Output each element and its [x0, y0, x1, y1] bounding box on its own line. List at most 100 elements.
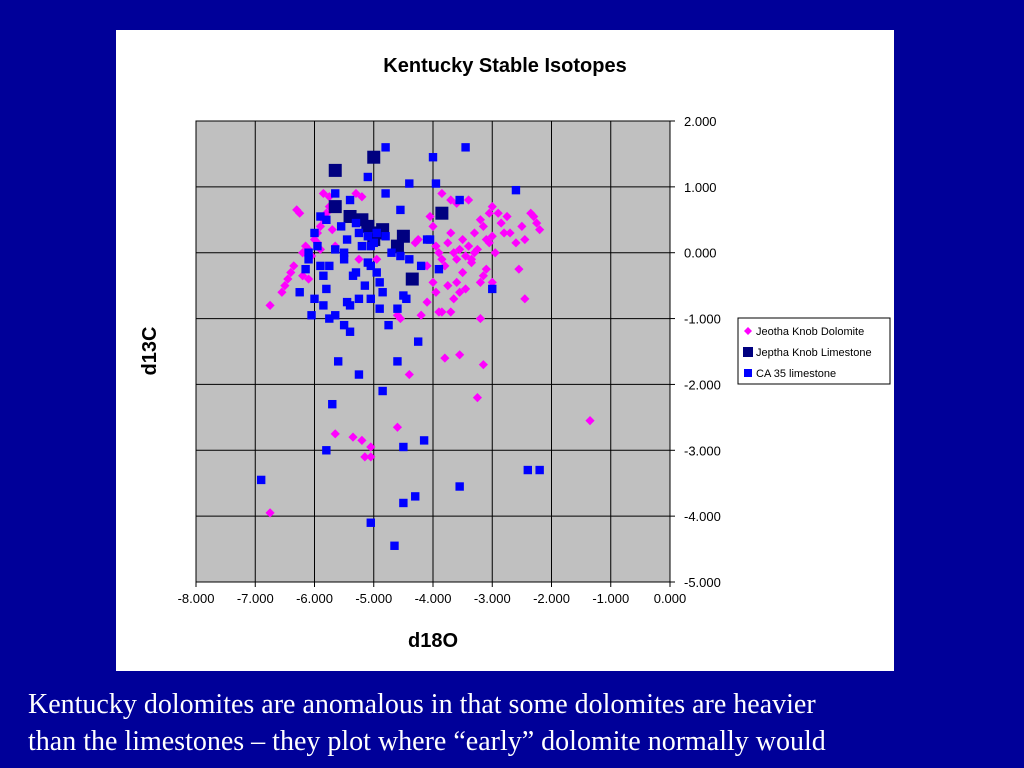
- jeptha-knob-limestone-point: [361, 219, 375, 233]
- jeotha-knob-dolomite-point: [428, 221, 438, 231]
- plot-layer: -8.000 -7.000 -6.000 -5.000 -4.000 -3.000 -2.0…: [178, 114, 721, 606]
- jeotha-knob-dolomite-point: [295, 208, 305, 218]
- ca-35-limestone-point: [345, 195, 355, 205]
- ca-35-limestone-point: [366, 294, 375, 304]
- ca-35-limestone-point: [384, 320, 393, 330]
- ca-35-limestone-point: [342, 235, 352, 244]
- y-tick-label: -1.000: [684, 312, 721, 327]
- ca-35-limestone-point: [354, 370, 364, 379]
- jeotha-knob-dolomite-point: [265, 508, 275, 518]
- ca-35-limestone-point: [372, 268, 381, 277]
- ca-35-limestone-point: [351, 268, 361, 277]
- y-tick-label: -3.000: [684, 443, 721, 458]
- jeotha-knob-dolomite-point: [585, 416, 595, 426]
- jeotha-knob-dolomite-point: [458, 234, 468, 245]
- jeotha-knob-dolomite-point: [455, 244, 465, 255]
- jeotha-knob-dolomite-point: [499, 228, 509, 238]
- ca-35-limestone-point: [345, 327, 355, 336]
- jeotha-knob-dolomite-point: [520, 294, 530, 304]
- jeotha-knob-dolomite-point: [446, 228, 456, 238]
- jeotha-knob-dolomite-point: [460, 251, 471, 261]
- ca-35-limestone-point: [339, 320, 349, 330]
- ca-35-limestone-point: [310, 228, 319, 238]
- ca-35-limestone-point: [322, 446, 331, 455]
- jeotha-knob-dolomite-point: [437, 307, 447, 317]
- legend-marker: [743, 347, 753, 357]
- ca-35-limestone-point: [313, 241, 322, 251]
- ca-35-limestone-point: [372, 228, 381, 238]
- ca-35-limestone-point: [419, 436, 429, 445]
- jeotha-knob-dolomite-point: [487, 231, 497, 241]
- jeotha-knob-dolomite-point: [520, 234, 530, 245]
- scatter-chart: -8.000 -7.000 -6.000 -5.000 -4.000 -3.000 -2.0…: [139, 55, 891, 652]
- caption-line-2: than the limestones – they plot where “e…: [28, 726, 826, 757]
- ca-35-limestone-point: [304, 255, 313, 264]
- y-tick-label: 1.000: [684, 180, 717, 195]
- jeotha-knob-dolomite-point: [301, 241, 311, 251]
- ca-35-limestone-point: [399, 498, 408, 508]
- chart-panel: -8.000 -7.000 -6.000 -5.000 -4.000 -3.000 -2.0…: [116, 30, 894, 671]
- ca-35-limestone-point: [366, 261, 375, 271]
- legend: Jeotha Knob Dolomite Jeptha Knob Limeston…: [737, 317, 891, 385]
- jeotha-knob-dolomite-point: [366, 442, 376, 452]
- jeptha-knob-limestone-point: [367, 150, 381, 164]
- ca-35-limestone-point: [304, 248, 313, 257]
- ca-35-limestone-point: [535, 465, 544, 475]
- jeotha-knob-dolomite-point: [511, 238, 521, 248]
- ca-35-limestone-point: [331, 245, 340, 254]
- jeotha-knob-dolomite-point: [487, 202, 497, 212]
- x-tick-label: -8.000: [178, 591, 215, 606]
- jeotha-knob-dolomite-point: [478, 271, 488, 281]
- jeotha-knob-dolomite-point: [366, 452, 376, 462]
- ca-35-limestone-point: [339, 255, 349, 264]
- jeotha-knob-dolomite-point: [455, 350, 465, 360]
- legend-marker: [744, 369, 752, 377]
- ca-35-limestone-point: [351, 218, 361, 228]
- jeotha-knob-dolomite-point: [478, 221, 488, 231]
- jeptha-knob-limestone-point: [435, 206, 449, 220]
- ca-35-limestone-point: [393, 357, 402, 366]
- ca-35-limestone-point: [322, 215, 331, 224]
- jeotha-knob-dolomite-point: [315, 221, 326, 231]
- ca-35-limestone-point: [295, 288, 304, 297]
- x-tick-label: -4.000: [415, 591, 452, 606]
- y-tick-label: -5.000: [684, 575, 721, 590]
- ca-35-limestone-point: [319, 271, 328, 280]
- ca-35-limestone-point: [328, 399, 337, 409]
- jeotha-knob-dolomite-point: [354, 254, 364, 264]
- ca-35-limestone-point: [375, 304, 384, 313]
- jeotha-knob-dolomite-point: [440, 261, 450, 271]
- ca-35-limestone-point: [378, 386, 387, 396]
- ca-35-limestone-point: [319, 301, 328, 310]
- x-tick-label: 0.000: [654, 591, 687, 606]
- ca-35-limestone-point: [316, 212, 325, 221]
- x-tick-label: -3.000: [474, 591, 511, 606]
- jeotha-knob-dolomite-point: [330, 429, 340, 439]
- x-tick-label: -2.000: [533, 591, 570, 606]
- jeotha-knob-dolomite-point: [475, 277, 485, 287]
- jeotha-knob-dolomite-point: [280, 281, 290, 291]
- ca-35-limestone-point: [390, 541, 399, 550]
- jeotha-knob-dolomite-point: [404, 369, 414, 380]
- ca-35-limestone-point: [334, 357, 343, 366]
- jeotha-knob-dolomite-point: [416, 310, 426, 320]
- y-axis-label: d13C: [139, 327, 161, 376]
- jeotha-knob-dolomite-point: [514, 264, 524, 274]
- jeotha-knob-dolomite-point: [529, 211, 539, 222]
- y-tick-label: 0.000: [684, 246, 717, 261]
- jeotha-knob-dolomite-point: [395, 313, 406, 324]
- jeotha-knob-dolomite-point: [532, 218, 542, 228]
- jeotha-knob-dolomite-point: [437, 188, 447, 199]
- ca-35-limestone-point: [256, 475, 266, 485]
- ca-35-limestone-point: [431, 179, 441, 188]
- ca-35-limestone-point: [366, 518, 375, 527]
- ca-35-limestone-point: [511, 185, 521, 195]
- jeotha-knob-dolomite-point: [443, 238, 453, 248]
- ca-35-limestone-point: [363, 232, 373, 241]
- ca-35-limestone-point: [422, 235, 432, 244]
- jeotha-knob-dolomite-point: [458, 267, 468, 278]
- jeotha-knob-dolomite-point: [357, 435, 367, 446]
- ca-35-limestone-point: [405, 255, 414, 264]
- ca-35-limestone-point: [325, 314, 334, 323]
- ca-35-limestone-point: [325, 261, 334, 271]
